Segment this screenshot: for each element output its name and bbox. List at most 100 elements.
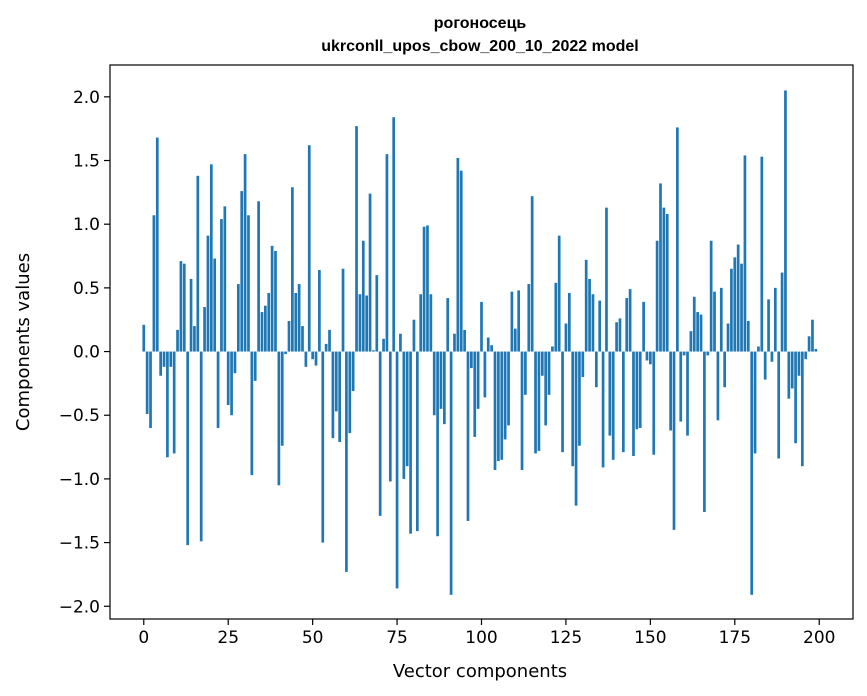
bar-component-197 (807, 336, 811, 352)
bar-component-168 (709, 240, 713, 352)
chart-title-line-2: ukrconll_upos_cbow_200_10_2022 model (321, 38, 638, 55)
bar-component-147 (638, 351, 642, 428)
bar-component-35 (260, 312, 264, 352)
bar-component-74 (392, 117, 396, 352)
bar-component-151 (652, 351, 656, 455)
bar-component-126 (567, 292, 571, 352)
bar-component-7 (166, 351, 169, 458)
bar-component-191 (787, 351, 791, 399)
bar-component-118 (540, 351, 544, 376)
bar-component-57 (334, 351, 338, 412)
bar-component-133 (591, 294, 595, 352)
x-tick-label: 125 (550, 628, 582, 648)
x-tick-label: 75 (386, 628, 408, 648)
bar-component-34 (257, 201, 260, 352)
bar-component-184 (763, 351, 767, 380)
bar-component-167 (706, 351, 710, 356)
x-tick-label: 50 (302, 628, 324, 648)
bar-component-85 (429, 294, 433, 352)
bar-component-114 (527, 284, 531, 352)
bar-component-8 (169, 351, 173, 367)
x-tick-label: 0 (138, 628, 149, 648)
bar-component-29 (240, 191, 244, 352)
bar-component-20 (209, 164, 213, 352)
bar-component-94 (459, 170, 463, 352)
bar-component-66 (365, 295, 369, 352)
bar-component-142 (621, 351, 625, 453)
bar-component-31 (247, 215, 250, 352)
bar-component-156 (669, 351, 672, 431)
bar-component-12 (182, 263, 186, 352)
bar-component-161 (686, 351, 689, 436)
bar-component-199 (814, 349, 818, 352)
bar-component-141 (618, 318, 622, 352)
bar-component-134 (594, 351, 598, 388)
bar-component-91 (449, 351, 453, 595)
bar-component-149 (645, 351, 649, 361)
bar-component-183 (760, 156, 764, 352)
bar-component-192 (790, 351, 794, 389)
bar-component-13 (186, 351, 190, 546)
x-tick-label: 200 (803, 628, 835, 648)
bar-component-104 (493, 351, 497, 470)
bar-component-78 (405, 351, 409, 467)
bar-component-113 (524, 351, 527, 395)
bar-component-89 (443, 351, 446, 425)
bar-component-146 (635, 351, 639, 430)
bar-component-50 (311, 351, 314, 360)
bar-component-6 (162, 351, 166, 367)
bar-component-81 (415, 351, 419, 532)
bar-component-25 (226, 351, 230, 406)
bar-component-92 (453, 333, 456, 352)
bar-component-61 (348, 351, 352, 434)
x-tick-label: 150 (634, 628, 666, 648)
plot-frame (109, 64, 854, 620)
bar-component-173 (726, 323, 730, 352)
bar-component-73 (388, 351, 392, 482)
y-tick-label: 1.5 (73, 152, 100, 172)
bar-component-19 (206, 235, 210, 352)
y-tick-label: 0.5 (73, 279, 100, 299)
bar-component-46 (297, 284, 301, 352)
x-tick-label: 25 (217, 628, 239, 648)
y-tick-label: 0.0 (73, 343, 100, 363)
y-tick-label: 2.0 (73, 88, 100, 108)
bar-component-22 (216, 351, 220, 428)
y-tick-label: 1.0 (73, 215, 100, 235)
bar-component-58 (338, 351, 341, 442)
bar-component-158 (676, 127, 679, 352)
bar-component-71 (382, 338, 385, 352)
bar-component-128 (574, 351, 578, 506)
bar-component-138 (608, 351, 612, 436)
bar-component-84 (426, 225, 429, 352)
bar-component-76 (399, 333, 402, 352)
y-tick-label: −1.5 (59, 534, 100, 554)
bar-component-179 (746, 320, 750, 352)
bar-component-77 (402, 351, 406, 479)
bar-component-27 (233, 351, 237, 374)
bar-component-69 (375, 275, 379, 352)
bar-component-169 (713, 291, 716, 352)
bar-component-9 (172, 351, 176, 454)
y-axis-ticks: −2.0 −1.5 −1.0 −0.5 0.0 0.5 1.0 1.5 2.0 (59, 88, 110, 617)
bar-component-107 (503, 351, 507, 440)
bar-component-63 (355, 126, 358, 352)
bar-component-88 (439, 351, 443, 409)
bar-component-166 (703, 351, 706, 513)
bar-component-109 (510, 291, 514, 352)
bar-component-135 (598, 300, 602, 352)
bar-component-45 (294, 292, 298, 352)
bar-component-30 (243, 154, 247, 352)
bar-component-75 (395, 351, 399, 589)
bar-component-181 (753, 351, 757, 454)
bar-component-178 (743, 155, 747, 352)
bar-component-36 (264, 305, 267, 352)
bar-component-95 (463, 329, 466, 352)
bar-component-86 (432, 351, 436, 416)
bar-component-28 (236, 284, 240, 352)
bar-component-10 (176, 329, 179, 352)
bar-component-164 (696, 312, 699, 352)
bar-component-196 (804, 351, 808, 360)
bar-component-117 (537, 351, 541, 451)
bar-component-163 (692, 296, 696, 352)
